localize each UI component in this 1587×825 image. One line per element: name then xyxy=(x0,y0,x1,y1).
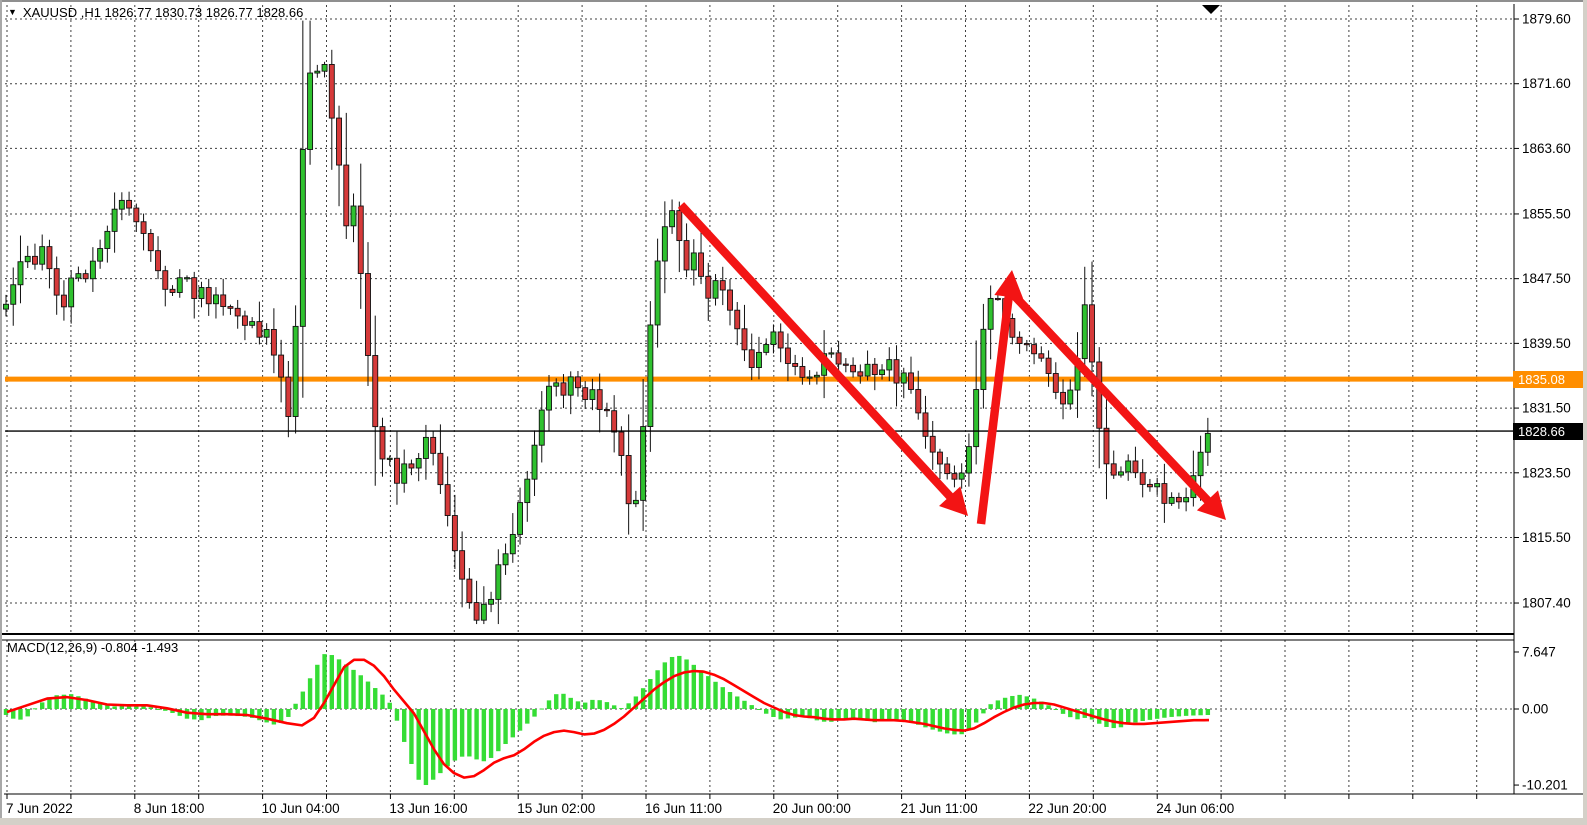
svg-text:16 Jun 11:00: 16 Jun 11:00 xyxy=(645,801,722,816)
svg-text:1879.60: 1879.60 xyxy=(1522,12,1571,27)
svg-text:15 Jun 02:00: 15 Jun 02:00 xyxy=(517,801,595,816)
svg-text:21 Jun 11:00: 21 Jun 11:00 xyxy=(901,801,978,816)
svg-text:-10.201: -10.201 xyxy=(1522,778,1568,793)
svg-text:0.00: 0.00 xyxy=(1522,702,1548,717)
svg-text:1855.50: 1855.50 xyxy=(1522,206,1571,221)
svg-text:13 Jun 16:00: 13 Jun 16:00 xyxy=(389,801,467,816)
trend-arrow-line xyxy=(677,202,957,504)
svg-text:20 Jun 00:00: 20 Jun 00:00 xyxy=(773,801,851,816)
symbol-ohlc-label: XAUUSD ,H1 1826.77 1830.73 1826.77 1828.… xyxy=(22,5,304,20)
macd-indicator-label: MACD(12,26,9) -0.804 -1.493 xyxy=(7,640,179,655)
svg-text:1807.40: 1807.40 xyxy=(1522,596,1571,611)
svg-text:8 Jun 18:00: 8 Jun 18:00 xyxy=(134,801,205,816)
svg-text:1815.50: 1815.50 xyxy=(1522,530,1571,545)
trend-arrow-line xyxy=(976,290,1014,525)
trend-arrow-line xyxy=(1004,286,1215,508)
svg-text:1823.50: 1823.50 xyxy=(1522,465,1571,480)
trend-arrow-head xyxy=(1196,490,1226,520)
svg-text:7 Jun 2022: 7 Jun 2022 xyxy=(6,801,73,816)
svg-text:24 Jun 06:00: 24 Jun 06:00 xyxy=(1156,801,1234,816)
window-border-bottom xyxy=(0,818,1587,825)
last-price-badge: 1828.66 xyxy=(1513,422,1585,440)
svg-text:1847.50: 1847.50 xyxy=(1522,271,1571,286)
macd-histogram xyxy=(3,654,1211,786)
window-border-top xyxy=(0,0,1587,2)
macd-signal-line xyxy=(6,658,1210,779)
pane-separator[interactable] xyxy=(2,633,1514,639)
svg-text:1863.60: 1863.60 xyxy=(1522,141,1571,156)
grid-layer xyxy=(5,5,1514,794)
svg-text:1871.60: 1871.60 xyxy=(1522,76,1571,91)
svg-text:10 Jun 04:00: 10 Jun 04:00 xyxy=(262,801,340,816)
window-border-left xyxy=(0,0,2,825)
svg-text:1839.50: 1839.50 xyxy=(1522,336,1571,351)
orange-level-price-badge: 1835.08 xyxy=(1513,370,1585,388)
svg-text:22 Jun 20:00: 22 Jun 20:00 xyxy=(1028,801,1106,816)
symbol-info-row: ▼ XAUUSD ,H1 1826.77 1830.73 1826.77 182… xyxy=(8,5,303,20)
trend-arrows[interactable] xyxy=(677,202,1226,525)
trend-arrow-head xyxy=(939,486,968,516)
time-axis-labels[interactable]: 7 Jun 2022 8 Jun 18:00 10 Jun 04:00 13 Jun … xyxy=(6,794,1478,816)
time-marker-icon[interactable] xyxy=(1202,5,1220,14)
chart-dropdown-icon[interactable]: ▼ xyxy=(8,7,17,17)
price-axis-labels[interactable]: 1879.60 1871.60 1863.60 1855.50 1847.50 1839.… xyxy=(1514,12,1571,793)
window-border-right xyxy=(1583,0,1587,825)
svg-text:7.647: 7.647 xyxy=(1522,644,1556,659)
svg-text:1831.50: 1831.50 xyxy=(1522,401,1571,416)
